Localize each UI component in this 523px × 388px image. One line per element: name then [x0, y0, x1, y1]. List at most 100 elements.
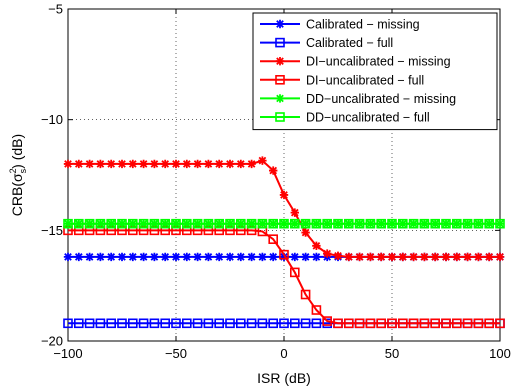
- data-point: [128, 159, 137, 169]
- y-axis-title-superscript: 2: [8, 168, 18, 173]
- data-point: [107, 252, 116, 262]
- data-point: [74, 219, 83, 228]
- data-point: [258, 219, 267, 228]
- data-point: [301, 219, 310, 228]
- data-point: [279, 252, 289, 262]
- data-point: [377, 219, 386, 228]
- data-point: [441, 219, 451, 228]
- x-tick-label: 0: [280, 346, 287, 361]
- data-point: [333, 219, 343, 228]
- data-point: [139, 219, 148, 228]
- axis-ticks: −100 −50 0 50 100 −20 −15 −10 −5: [41, 2, 511, 362]
- data-point: [161, 219, 170, 228]
- data-point: [85, 159, 94, 169]
- data-point: [365, 318, 376, 329]
- data-point: [408, 318, 419, 329]
- data-point: [160, 318, 170, 329]
- series-3: [63, 225, 505, 329]
- data-point: [441, 252, 451, 262]
- data-point: [257, 318, 268, 329]
- data-point: [419, 318, 430, 329]
- legend-entry: DD−uncalibrated − full: [260, 111, 430, 125]
- data-point: [96, 159, 105, 169]
- data-point: [107, 219, 116, 228]
- data-point: [96, 219, 105, 228]
- data-point: [74, 252, 83, 262]
- data-point: [301, 228, 310, 237]
- data-point: [484, 318, 495, 329]
- data-point: [106, 318, 116, 329]
- data-point: [301, 252, 310, 262]
- data-point: [355, 219, 364, 228]
- data-point: [268, 234, 279, 244]
- data-point: [149, 318, 160, 329]
- y-axis-title-subscript: s: [18, 168, 28, 173]
- data-point: [161, 159, 170, 169]
- data-point: [366, 219, 375, 228]
- data-point: [128, 318, 138, 329]
- data-point: [275, 75, 285, 85]
- data-point: [269, 219, 278, 228]
- data-point: [409, 219, 418, 228]
- legend: Calibrated − missing Calibrated − full DI−…: [252, 12, 498, 131]
- data-point: [95, 318, 106, 329]
- data-point: [495, 219, 505, 228]
- data-point: [161, 252, 170, 262]
- data-point: [128, 219, 137, 228]
- data-point: [441, 318, 451, 329]
- data-point: [204, 252, 213, 262]
- data-point: [474, 219, 483, 228]
- data-point: [117, 252, 127, 262]
- data-point: [398, 252, 407, 262]
- x-tick-label: −50: [165, 346, 187, 361]
- data-point: [192, 318, 203, 329]
- data-point: [431, 252, 440, 262]
- data-point: [203, 318, 214, 329]
- data-point: [463, 252, 472, 262]
- data-point: [409, 252, 418, 262]
- data-point: [171, 318, 181, 329]
- data-point: [387, 318, 397, 329]
- data-point: [204, 159, 213, 169]
- legend-box: [252, 12, 498, 131]
- data-point: [462, 318, 473, 329]
- data-point: [182, 318, 192, 329]
- data-point: [397, 318, 408, 329]
- data-point: [63, 252, 73, 262]
- legend-entry: DI−uncalibrated − full: [260, 73, 424, 87]
- data-point: [485, 219, 494, 228]
- data-point: [117, 219, 127, 228]
- data-point: [225, 219, 235, 228]
- data-point: [343, 318, 354, 329]
- data-point: [85, 252, 94, 262]
- data-point: [128, 252, 137, 262]
- x-tick-label: −100: [53, 346, 82, 361]
- data-point: [289, 267, 300, 278]
- data-point: [150, 159, 159, 169]
- data-point: [247, 252, 256, 262]
- data-point: [275, 37, 285, 48]
- data-point: [215, 159, 224, 169]
- data-point: [171, 252, 181, 262]
- data-point: [236, 219, 245, 228]
- data-point: [485, 252, 494, 262]
- data-point: [246, 318, 257, 329]
- data-point: [420, 252, 429, 262]
- data-point: [387, 252, 397, 262]
- data-point: [420, 219, 429, 228]
- data-point: [300, 318, 311, 329]
- y-tick-label: −20: [41, 334, 63, 349]
- data-point: [474, 252, 483, 262]
- data-point: [344, 219, 353, 228]
- data-point: [258, 156, 267, 165]
- y-axis-title: CRB(σ2s) (dB): [8, 134, 28, 216]
- data-point: [258, 252, 267, 262]
- data-point: [171, 219, 181, 228]
- data-point: [431, 219, 440, 228]
- y-tick-label: −5: [48, 2, 63, 17]
- data-point: [182, 252, 191, 262]
- data-point: [452, 252, 461, 262]
- data-point: [473, 318, 484, 329]
- data-point: [300, 289, 311, 300]
